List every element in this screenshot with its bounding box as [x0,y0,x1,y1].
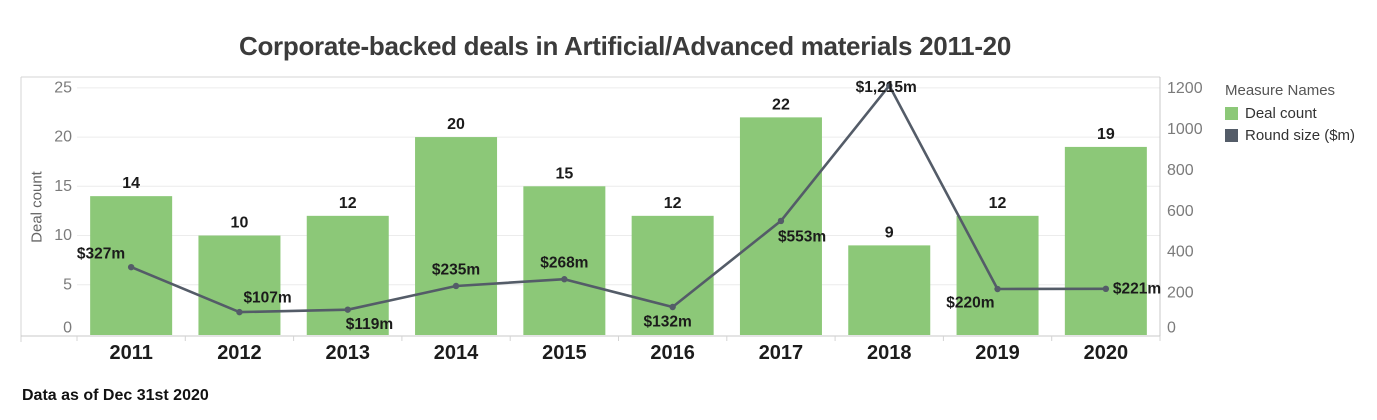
legend: Measure Names Deal count Round size ($m) [1225,82,1375,149]
bar-value-label: 22 [772,96,790,113]
x-axis-category-label: 2017 [759,342,804,364]
line-value-label: $235m [432,261,480,278]
bar-value-label: 19 [1097,126,1115,143]
left-axis-tick-label: 20 [54,129,72,146]
line-point-2017[interactable] [777,217,785,225]
bar-value-label: 10 [231,215,249,232]
bar-2018[interactable] [848,245,931,335]
line-point-2020[interactable] [1102,285,1110,293]
bar-2020[interactable] [1064,146,1147,335]
x-axis-category-label: 2014 [434,342,479,364]
right-axis-tick-label: 800 [1167,162,1194,179]
x-axis-category-label: 2011 [109,342,152,364]
bar-value-label: 12 [989,195,1007,212]
line-point-2016[interactable] [669,303,676,311]
line-point-2014[interactable] [452,282,460,290]
right-axis-tick-label: 1000 [1167,121,1203,138]
line-point-2019[interactable] [994,285,1001,293]
bar-value-label: 12 [664,195,682,212]
x-axis-category-label: 2018 [867,342,912,364]
x-axis-category-label: 2016 [650,342,695,364]
line-value-label: $107m [243,290,291,307]
right-axis-tick-label: 200 [1167,285,1194,302]
left-axis-title: Deal count [29,170,46,243]
bar-value-label: 20 [447,116,465,133]
line-value-label: $1,215m [856,79,917,96]
line-value-label: $268m [540,255,588,272]
right-axis-tick-label: 400 [1167,244,1194,261]
left-axis-tick-label: 5 [63,276,72,293]
round-size-line[interactable] [130,84,1106,314]
bar-2014[interactable] [415,137,498,335]
right-axis-tick-label: 600 [1167,203,1194,220]
bar-value-label: 14 [122,175,140,192]
x-axis-category-label: 2020 [1084,342,1129,364]
line-point-2011[interactable] [127,263,135,271]
legend-swatch-icon [1225,107,1238,120]
line-point-2015[interactable] [561,276,568,283]
line-value-label: $220m [946,295,994,312]
left-axis-tick-label: 0 [63,320,72,337]
bar-2015[interactable] [523,186,606,335]
legend-item-label: Deal count [1245,105,1317,122]
legend-items: Deal count Round size ($m) [1225,105,1375,144]
line-point-2013[interactable] [344,306,351,313]
bar-value-label: 12 [339,195,357,212]
legend-item-deal-count[interactable]: Deal count [1225,105,1375,122]
left-axis-tick-label: 25 [54,79,72,96]
chart-title: Corporate-backed deals in Artificial/Adv… [238,31,1012,61]
legend-item-label: Round size ($m) [1245,127,1356,144]
bar-2016[interactable] [631,215,714,335]
right-axis-tick-label: 0 [1167,320,1176,337]
x-axis-category-label: 2019 [975,342,1020,364]
line-value-label: $327m [77,246,125,263]
legend-swatch-icon [1225,129,1238,142]
line-point-2018[interactable] [886,82,893,89]
line-value-label: $553m [778,228,826,245]
footer-note: Data as of Dec 31st 2020 [22,387,209,404]
bar-value-label: 15 [555,165,573,182]
x-axis-category-label: 2012 [217,342,262,364]
bar-2012[interactable] [198,235,281,335]
left-axis-tick-label: 15 [54,178,72,195]
left-axis-tick-label: 10 [54,227,72,244]
bar-2013[interactable] [306,215,389,335]
x-axis-category-label: 2015 [542,342,587,364]
x-axis-category-label: 2013 [326,342,371,364]
line-point-2012[interactable] [236,308,243,316]
bar-2017[interactable] [739,117,822,336]
bar-value-label: 9 [885,224,894,241]
line-value-label: $132m [644,314,692,331]
legend-title: Measure Names [1225,82,1336,99]
line-value-label: $221m [1113,280,1161,297]
legend-item-round-size-m[interactable]: Round size ($m) [1225,127,1375,144]
line-value-label: $119m [346,316,393,333]
right-axis-tick-label: 1200 [1167,80,1203,97]
